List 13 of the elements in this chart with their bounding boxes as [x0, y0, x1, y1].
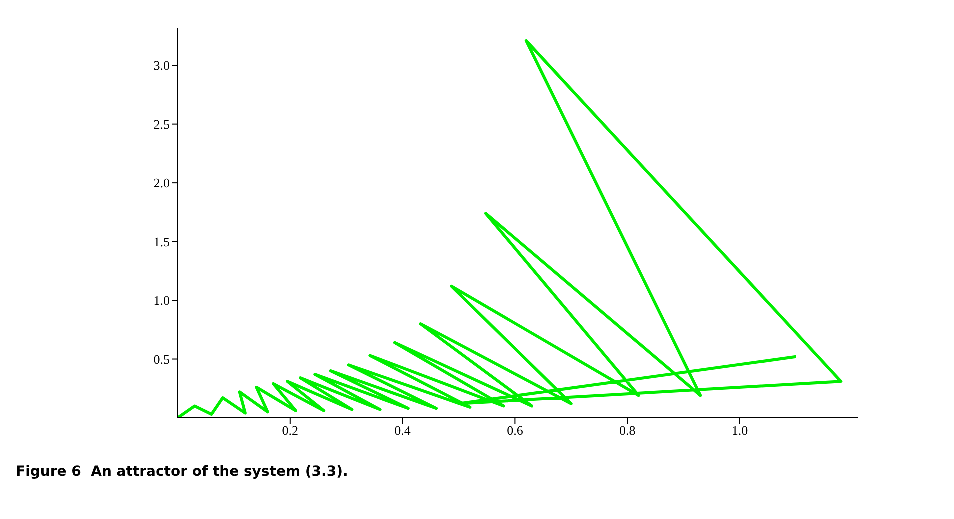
x-tick-label: 0.8 [619, 423, 636, 438]
y-tick-label: 2.0 [154, 176, 170, 191]
x-tick-label: 0.4 [394, 423, 412, 438]
caption: Figure 6 An attractor of the system (3.3). [16, 464, 350, 480]
y-tick-label: 1.5 [154, 234, 170, 250]
line-series [178, 39, 843, 418]
y-tick-label: 2.5 [154, 116, 170, 132]
y-tick-label: 0.5 [154, 352, 170, 367]
x-tick-label: 1.0 [732, 423, 748, 438]
y-tick-label: 3.0 [154, 58, 170, 74]
y-tick-label: 1.0 [154, 293, 170, 308]
x-tick-label: 0.2 [282, 423, 299, 438]
x-tick-label: 0.6 [507, 423, 524, 438]
